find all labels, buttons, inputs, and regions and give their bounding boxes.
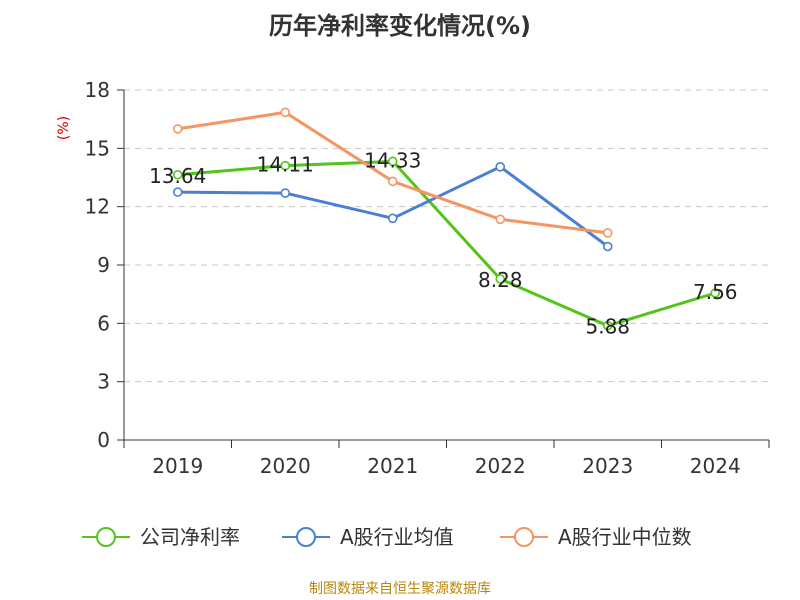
data-label: 7.56 <box>693 280 738 304</box>
gridlines <box>124 89 769 383</box>
legend-item-0: 公司净利率 <box>82 525 240 549</box>
y-tick-label: 18 <box>85 78 110 102</box>
legend-label: A股行业中位数 <box>558 525 692 549</box>
y-tick-label: 12 <box>85 195 110 219</box>
series-point-2 <box>172 124 183 134</box>
y-tick-label: 15 <box>85 136 110 160</box>
series-point-1 <box>387 213 398 224</box>
series-point-1 <box>495 162 506 172</box>
legend-marker <box>296 527 316 547</box>
series-lines <box>172 107 721 331</box>
y-tick-label: 6 <box>97 311 110 335</box>
source-note: 制图数据来自恒生聚源数据库 <box>309 581 491 597</box>
legend-marker <box>96 527 116 547</box>
legend-marker <box>514 527 534 547</box>
legend-item-2: A股行业中位数 <box>500 525 692 549</box>
series-point-0 <box>710 288 721 298</box>
y-tick-label: 3 <box>97 370 110 394</box>
series-point-0 <box>602 320 613 331</box>
legend-label: 公司净利率 <box>140 525 240 549</box>
series-line-0 <box>177 159 716 328</box>
x-tick-label: 2021 <box>367 454 418 478</box>
series-point-2 <box>602 228 613 238</box>
legend-item-1: A股行业均值 <box>282 525 454 549</box>
y-tick-label: 0 <box>97 428 110 452</box>
series-point-0 <box>172 169 183 180</box>
series-point-0 <box>495 274 506 284</box>
series-point-0 <box>387 156 398 167</box>
series-point-2 <box>387 176 398 187</box>
legend: 公司净利率 A股行业均值 A股行业中位数 <box>82 525 692 549</box>
data-label: 5.88 <box>585 315 630 339</box>
series-point-1 <box>280 188 291 198</box>
x-tick-label: 2023 <box>582 454 633 478</box>
data-label: 8.28 <box>478 268 523 292</box>
x-tick-label: 2019 <box>152 454 203 478</box>
series-point-1 <box>172 187 183 197</box>
data-label: 14.11 <box>257 153 314 177</box>
x-tick-label: 2024 <box>690 454 741 478</box>
x-tick-label: 2022 <box>475 454 526 478</box>
series-point-2 <box>280 107 291 118</box>
chart-title: 历年净利率变化情况(%) <box>269 12 531 40</box>
x-tick-label: 2020 <box>260 454 311 478</box>
axes: 0 3 6 9 12 15 18 2019 2020 2021 2022 2023 2024 <box>85 78 770 478</box>
y-axis-label: (%) <box>56 116 72 140</box>
y-tick-label: 9 <box>97 253 110 277</box>
series-point-0 <box>280 160 291 171</box>
data-labels: 13.64 14.11 14.33 8.28 5.88 7.56 <box>149 148 737 338</box>
series-point-1 <box>602 241 613 252</box>
data-label: 14.33 <box>364 148 421 172</box>
data-label: 13.64 <box>149 164 206 188</box>
series-point-2 <box>495 214 506 225</box>
legend-label: A股行业均值 <box>340 525 454 549</box>
